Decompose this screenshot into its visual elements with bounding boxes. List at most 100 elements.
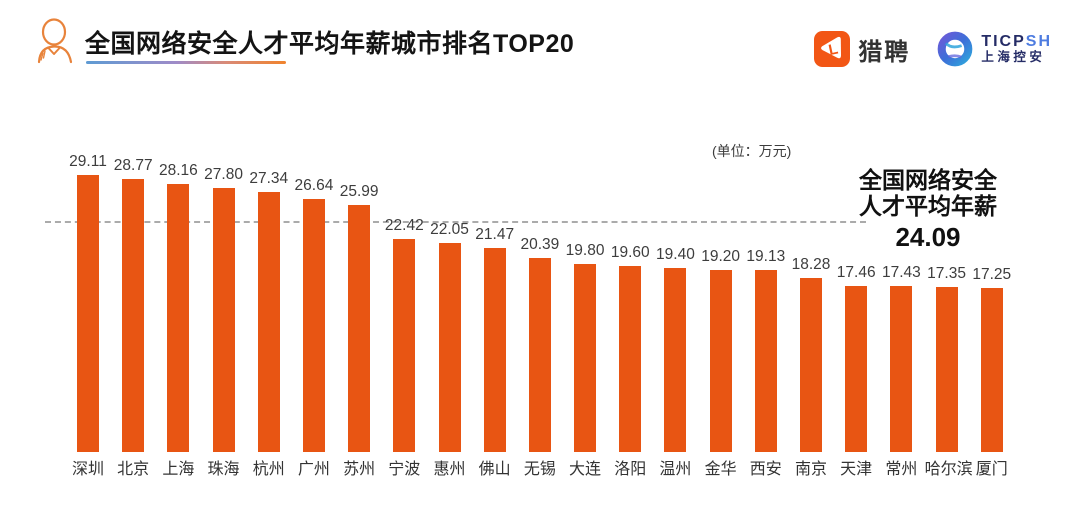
brand-logos: L 猎聘 [814,30,1052,68]
bar-value-label: 27.80 [204,166,243,183]
bar [890,286,913,452]
bar-value-label: 25.99 [339,183,379,200]
bar-value-label: 19.60 [610,244,650,261]
bar-column: 25.99 [337,183,381,452]
bar-column: 19.13 [744,248,788,452]
bar [393,239,416,452]
bar [302,199,325,452]
bar [257,192,280,452]
bar-value-label: 17.43 [881,264,921,281]
bar-value-label: 19.40 [656,246,695,263]
bar [574,264,597,452]
bar [528,258,551,452]
city-label: 哈尔滨 [924,461,973,478]
ticpsh-latin-light: SH [1025,32,1052,50]
average-annotation-line2: 人才平均年薪 [859,192,997,219]
bar-column: 18.28 [789,256,833,452]
bar-column: 17.43 [879,264,923,452]
city-label: 金华 [704,461,737,478]
bar [167,184,190,452]
bar-value-label: 18.28 [791,256,831,273]
bar-column: 17.25 [970,266,1014,452]
city-label: 温州 [659,461,692,478]
bar [754,270,777,452]
svg-text:L: L [827,40,840,59]
person-icon [37,18,73,64]
city-label: 佛山 [478,461,511,478]
bar [800,278,822,452]
bar-value-label: 22.05 [430,221,469,238]
bar-column: 21.47 [473,226,517,452]
bar-chart: 全国网络安全 人才平均年薪 24.09 29.11 28.77 28.16 27.80… [45,118,1016,479]
bar [122,179,145,452]
liepin-logo-text: 猎聘 [858,38,911,66]
bar-value-label: 26.64 [294,177,334,194]
bar [348,205,371,452]
bar [77,175,99,452]
city-label: 无锡 [523,461,556,478]
city-labels-row: 深圳 北京 上海 珠海 杭州 广州 苏州 宁波 惠州 佛山 无锡 大连 洛阳 温州 金华 西安 南京 天津 常州 哈尔… [66,455,1014,479]
city-label: 北京 [117,461,150,478]
header: 全国网络安全人才平均年薪城市排名TOP20 L 猎聘 [0,0,1080,90]
city-label: 南京 [794,461,827,478]
bar-column: 28.77 [111,157,155,452]
bar [212,188,235,452]
city-label: 天津 [840,461,873,478]
bar-column: 22.05 [428,221,472,452]
bars-container: 29.11 28.77 28.16 27.80 27.34 26.64 25.99 22.42… [66,118,1014,452]
bar [709,270,732,452]
bar-column: 29.11 [66,153,110,452]
bar [619,266,642,452]
bar-column: 19.60 [608,244,652,452]
ticpsh-latin-dark: TICP [981,32,1026,50]
city-label: 上海 [162,461,195,478]
bar-value-label: 21.47 [475,226,515,243]
bar [438,243,461,452]
ticpsh-logo-text: TICPSH 上海控安 [981,33,1052,66]
unit-label: (单位：万元) [712,143,792,159]
bar-column: 22.42 [382,217,426,452]
bar-value-label: 19.80 [565,242,605,259]
bar [980,288,1003,452]
city-label: 常州 [885,461,918,478]
bar-column: 19.80 [563,242,607,452]
bar-value-label: 19.13 [746,248,786,265]
average-annotation: 全国网络安全 人才平均年薪 24.09 [842,167,1014,253]
bar-value-label: 19.20 [701,248,741,265]
ticpsh-swirl-icon [937,31,973,67]
bar-column: 17.35 [925,265,969,452]
bar-value-label: 17.46 [836,264,876,281]
city-label: 宁波 [388,461,421,478]
city-label: 大连 [569,461,602,478]
bar [664,268,687,452]
bar-column: 17.46 [834,264,878,452]
liepin-logo: L 猎聘 [814,31,910,67]
bar-column: 27.34 [247,170,291,452]
bar-value-label: 17.25 [972,266,1012,283]
bar-value-label: 20.39 [520,236,560,253]
bar-value-label: 22.42 [384,217,424,234]
bar-value-label: 29.11 [69,153,107,170]
city-label: 杭州 [252,461,285,478]
bar-value-label: 27.34 [249,170,289,187]
bar-column: 19.20 [699,248,743,452]
bar-column: 26.64 [292,177,336,452]
page-title: 全国网络安全人才平均年薪城市排名TOP20 [85,30,575,58]
average-value: 24.09 [895,221,961,252]
city-label: 惠州 [433,461,466,478]
bar-value-label: 28.77 [113,157,153,174]
liepin-icon: L [814,31,851,67]
bar-value-label: 17.35 [927,265,966,282]
city-label: 广州 [297,461,330,478]
ticpsh-cn-text: 上海控安 [981,50,1046,65]
title-underline [86,61,286,64]
bar-column: 20.39 [518,236,562,452]
city-label: 洛阳 [614,461,647,478]
city-label: 深圳 [71,461,104,478]
city-label: 西安 [749,461,782,478]
bar [845,286,868,452]
city-label: 厦门 [975,461,1008,478]
average-annotation-line1: 全国网络安全 [859,167,997,193]
city-label: 珠海 [207,461,240,478]
